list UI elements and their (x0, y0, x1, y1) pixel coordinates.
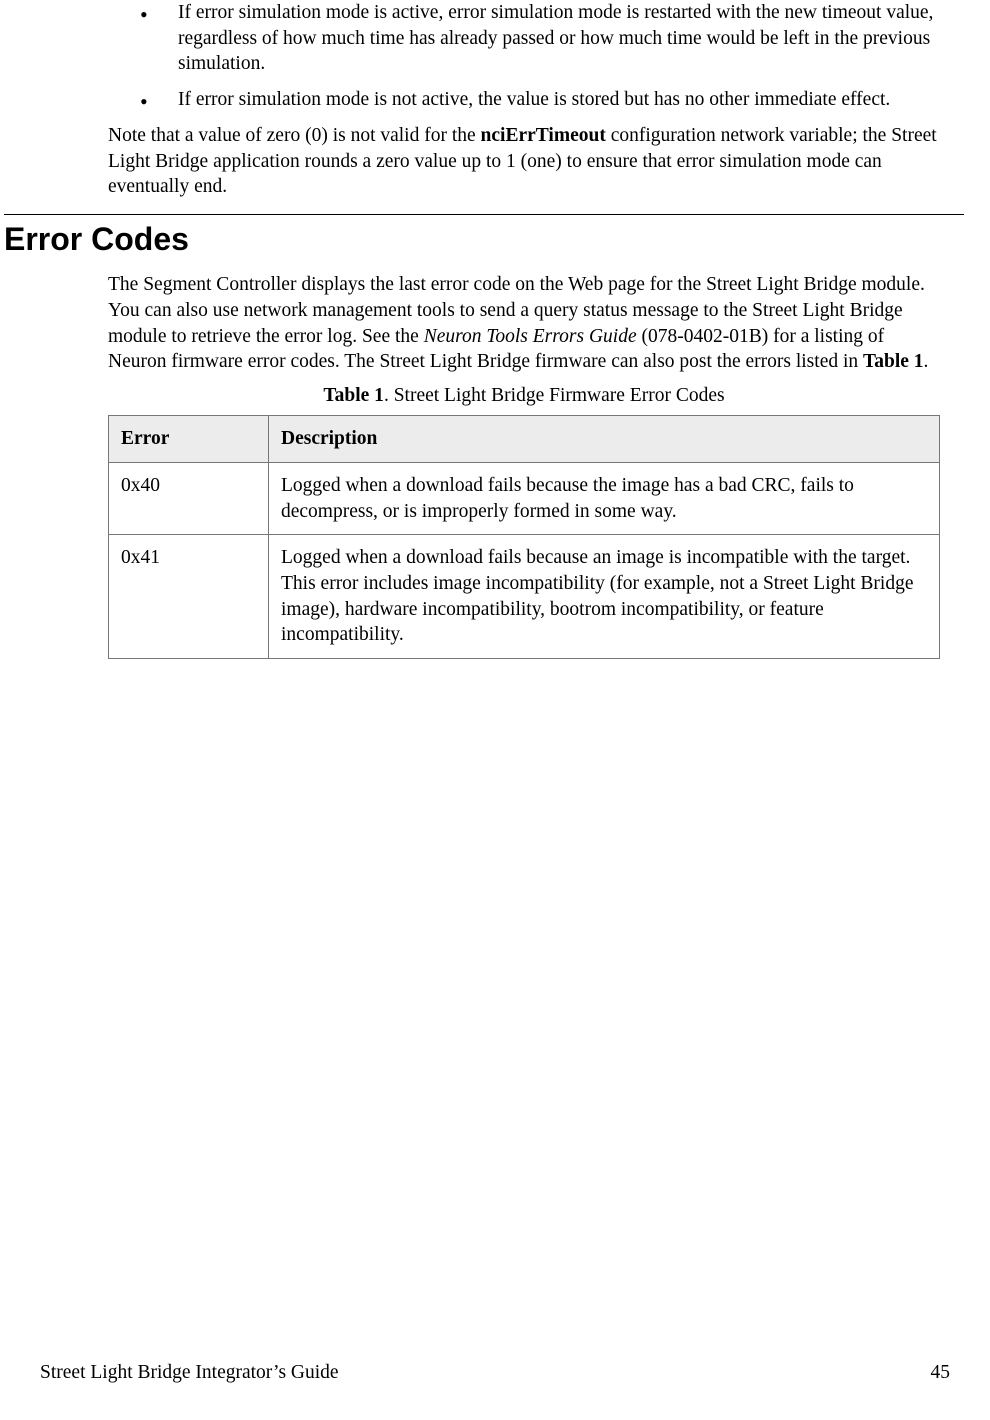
table-cell-description: Logged when a download fails because an … (269, 535, 940, 659)
bullet-text: If error simulation mode is not active, … (178, 89, 890, 110)
footer-title: Street Light Bridge Integrator’s Guide (40, 1362, 339, 1384)
table-row: 0x40 Logged when a download fails becaus… (109, 462, 940, 534)
table-header-description: Description (269, 416, 940, 463)
para-italic: Neuron Tools Errors Guide (424, 326, 637, 347)
table-caption-rest: . Street Light Bridge Firmware Error Cod… (384, 385, 725, 406)
bullet-item: If error simulation mode is not active, … (140, 87, 940, 113)
section-divider (4, 214, 964, 215)
table-cell-error: 0x41 (109, 535, 269, 659)
table-cell-error: 0x40 (109, 462, 269, 534)
para-bold: Table 1 (863, 351, 924, 372)
section-paragraph: The Segment Controller displays the last… (108, 272, 940, 375)
bullet-list: If error simulation mode is active, erro… (140, 0, 940, 113)
table-cell-description: Logged when a download fails because the… (269, 462, 940, 534)
note-paragraph: Note that a value of zero (0) is not val… (108, 123, 940, 200)
table-header-row: Error Description (109, 416, 940, 463)
table-caption: Table 1. Street Light Bridge Firmware Er… (108, 385, 940, 407)
para-end: . (924, 351, 929, 372)
section-body: The Segment Controller displays the last… (108, 272, 940, 659)
page: If error simulation mode is active, erro… (0, 0, 990, 1420)
note-prefix: Note that a value of zero (0) is not val… (108, 125, 481, 146)
table-header-error: Error (109, 416, 269, 463)
bullet-text: If error simulation mode is active, erro… (178, 2, 933, 74)
note-bold-term: nciErrTimeout (481, 125, 606, 146)
bullet-item: If error simulation mode is active, erro… (140, 0, 940, 77)
table-caption-bold: Table 1 (323, 385, 384, 406)
error-codes-table: Error Description 0x40 Logged when a dow… (108, 415, 940, 659)
section-heading: Error Codes (4, 221, 950, 258)
table-row: 0x41 Logged when a download fails becaus… (109, 535, 940, 659)
footer-page-number: 45 (931, 1362, 951, 1384)
page-footer: Street Light Bridge Integrator’s Guide 4… (40, 1362, 950, 1384)
note-text: Note that a value of zero (0) is not val… (108, 123, 940, 200)
